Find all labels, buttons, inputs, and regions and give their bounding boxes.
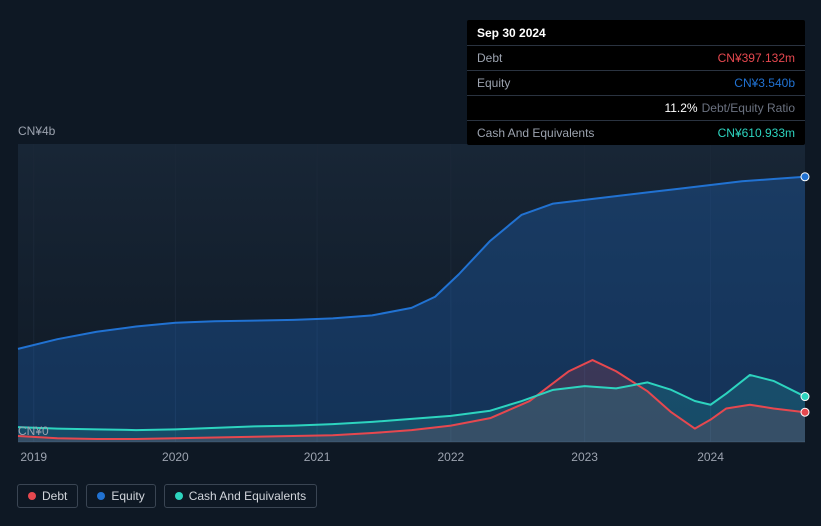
- legend-dot-icon: [28, 492, 36, 500]
- x-axis-tick-label: 2022: [437, 450, 464, 464]
- legend-dot-icon: [97, 492, 105, 500]
- x-axis-tick-label: 2024: [697, 450, 724, 464]
- series-end-marker: [801, 173, 809, 181]
- legend: Debt Equity Cash And Equivalents: [17, 484, 317, 508]
- tooltip-row-label: Cash And Equivalents: [477, 126, 594, 140]
- tooltip-row: 11.2%Debt/Equity Ratio: [467, 96, 805, 121]
- tooltip-row-value: 11.2%Debt/Equity Ratio: [664, 101, 795, 115]
- legend-item-label: Debt: [42, 489, 67, 503]
- tooltip-row-label: Equity: [477, 76, 510, 90]
- y-axis-label-bottom: CN¥0: [18, 424, 49, 438]
- tooltip-row-value: CN¥610.933m: [718, 126, 795, 140]
- tooltip-panel: Sep 30 2024 Debt CN¥397.132m Equity CN¥3.54…: [467, 20, 805, 145]
- chart-container: CN¥4b CN¥0 2019 2020 2021 2022 2023 2024 Sep …: [0, 0, 821, 526]
- tooltip-row-value: CN¥3.540b: [734, 76, 795, 90]
- x-axis-tick-label: 2019: [20, 450, 47, 464]
- tooltip-row: Cash And Equivalents CN¥610.933m: [467, 121, 805, 145]
- x-axis-tick-label: 2023: [571, 450, 598, 464]
- x-axis-tick-label: 2021: [304, 450, 331, 464]
- y-axis-label-top: CN¥4b: [18, 124, 55, 138]
- tooltip-row-suffix: Debt/Equity Ratio: [702, 101, 795, 115]
- x-axis-tick-label: 2020: [162, 450, 189, 464]
- series-end-marker: [801, 408, 809, 416]
- legend-dot-icon: [175, 492, 183, 500]
- series-end-marker: [801, 393, 809, 401]
- legend-item-debt[interactable]: Debt: [17, 484, 78, 508]
- tooltip-title: Sep 30 2024: [467, 20, 805, 46]
- tooltip-row-label: Debt: [477, 51, 502, 65]
- tooltip-row: Debt CN¥397.132m: [467, 46, 805, 71]
- legend-item-label: Equity: [111, 489, 144, 503]
- tooltip-row: Equity CN¥3.540b: [467, 71, 805, 96]
- tooltip-row-value: CN¥397.132m: [718, 51, 795, 65]
- legend-item-cash-and-equivalents[interactable]: Cash And Equivalents: [164, 484, 317, 508]
- legend-item-equity[interactable]: Equity: [86, 484, 155, 508]
- legend-item-label: Cash And Equivalents: [189, 489, 306, 503]
